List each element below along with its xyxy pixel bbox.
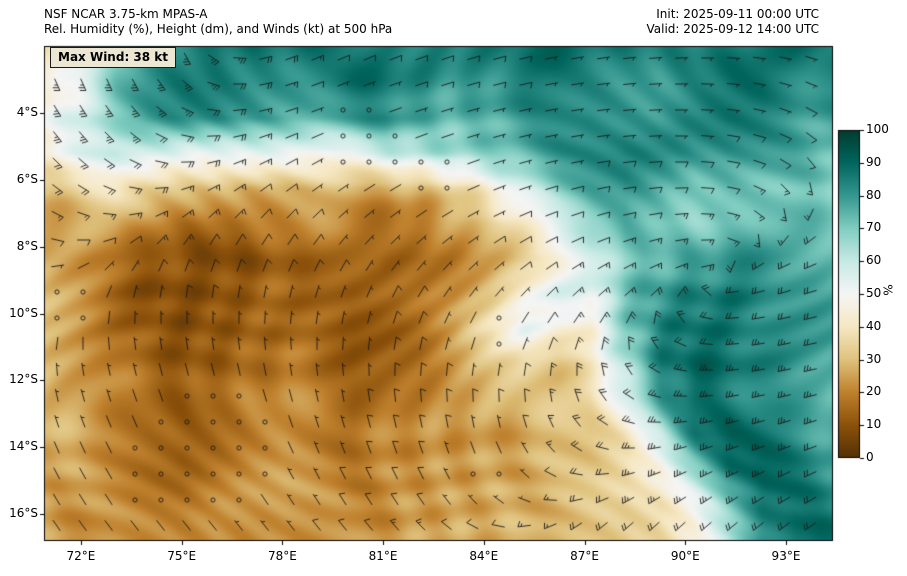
- x-tick-label: 78°E: [267, 549, 297, 563]
- x-tick-label: 81°E: [368, 549, 398, 563]
- y-tick-label: 4°S: [16, 104, 38, 119]
- init-time: Init: 2025-09-11 00:00 UTC: [656, 7, 819, 21]
- colorbar-tick-label: 90: [866, 154, 882, 169]
- header-left: NSF NCAR 3.75-km MPAS-A Rel. Humidity (%…: [44, 7, 392, 37]
- product-subtitle: Rel. Humidity (%), Height (dm), and Wind…: [44, 22, 393, 36]
- colorbar-tick-label: 70: [866, 220, 882, 235]
- colorbar-tick-label: 20: [866, 384, 882, 399]
- header-right: Init: 2025-09-11 00:00 UTC Valid: 2025-0…: [646, 7, 819, 37]
- colorbar-tick-label: 40: [866, 318, 882, 333]
- colorbar-tick-label: 100: [866, 122, 889, 136]
- y-tick-label: 6°S: [16, 171, 38, 186]
- y-tick-label: 12°S: [9, 372, 38, 387]
- colorbar-tick-label: 50: [866, 286, 882, 300]
- colorbar-tick-label: 10: [866, 417, 882, 432]
- colorbar-unit-label: %: [880, 284, 895, 296]
- x-tick-label: 93°E: [771, 549, 801, 563]
- y-tick-label: 14°S: [9, 439, 38, 454]
- x-tick-label: 87°E: [570, 549, 599, 563]
- y-tick-label: 10°S: [9, 305, 38, 320]
- y-tick-label: 8°S: [16, 238, 38, 253]
- x-tick-label: 75°E: [167, 549, 197, 563]
- x-tick-label: 84°E: [469, 549, 499, 563]
- colorbar-tick-label: 60: [866, 253, 882, 268]
- x-tick-label: 90°E: [670, 549, 700, 563]
- colorbar-tick-label: 0: [866, 450, 874, 464]
- x-tick-label: 72°E: [66, 549, 96, 563]
- colorbar-tick-label: 30: [866, 351, 882, 366]
- max-wind-badge: Max Wind: 38 kt: [50, 47, 177, 68]
- colorbar-tick-label: 80: [866, 187, 882, 202]
- valid-time: Valid: 2025-09-12 14:00 UTC: [646, 22, 819, 36]
- y-tick-label: 16°S: [9, 506, 38, 521]
- model-title: NSF NCAR 3.75-km MPAS-A: [44, 7, 208, 21]
